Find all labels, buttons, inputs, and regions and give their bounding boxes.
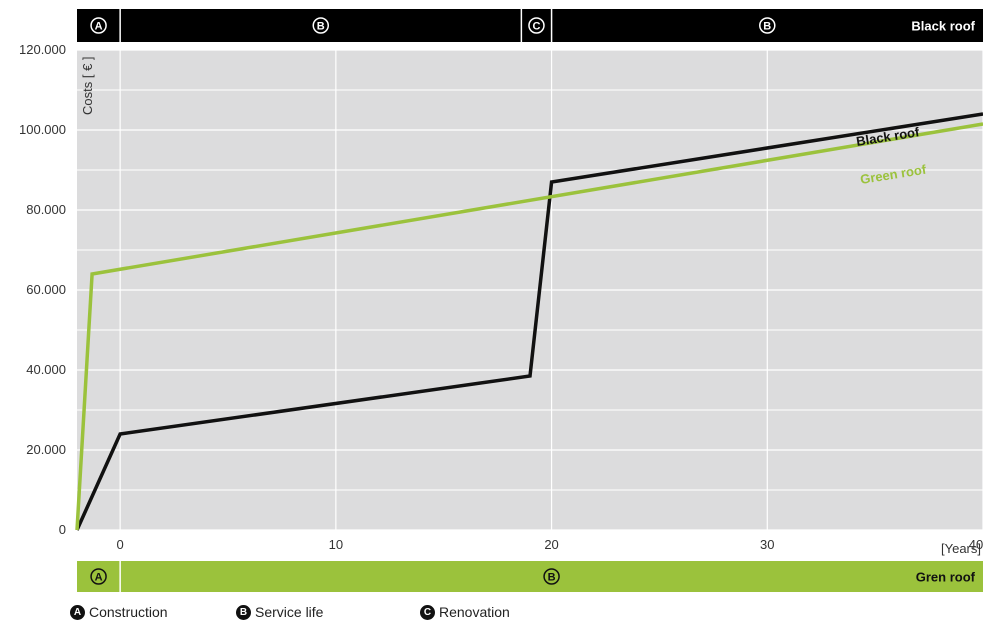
phase-badge: [312, 17, 330, 34]
legend: A Construction B Service life C Renovati…: [0, 604, 983, 628]
legend-label: Construction: [89, 604, 168, 620]
phase-letter: C: [532, 21, 540, 33]
x-tick-label: 0: [117, 537, 124, 552]
legend-label: Renovation: [439, 604, 510, 620]
legend-badge-a: A: [70, 604, 85, 620]
legend-badge-b: B: [236, 604, 251, 620]
phase-letter: A: [95, 21, 103, 33]
grid: [77, 49, 983, 531]
phase-letter: A: [95, 572, 103, 584]
series-line-green-roof: [75, 122, 983, 531]
legend-item-renovation: C Renovation: [420, 604, 510, 620]
phase-badge: [543, 568, 560, 585]
top-band: A B C B Black roof: [77, 9, 983, 42]
phase-badge: [90, 17, 107, 34]
phase-letter: B: [763, 21, 771, 33]
legend-badge-c: C: [420, 604, 435, 620]
y-tick-label: 80.000: [26, 202, 66, 217]
bottom-band: A B Gren roof: [77, 561, 983, 592]
band-background: [77, 561, 983, 592]
phase-letter: B: [548, 572, 556, 584]
series: [75, 112, 983, 531]
y-tick-label: 120.000: [19, 42, 66, 57]
phase-badge: [90, 568, 107, 585]
x-axis-label: [Years]: [941, 541, 981, 556]
x-tick-label: 10: [329, 537, 343, 552]
phase-badge: [759, 17, 776, 34]
x-tick-label: 30: [760, 537, 774, 552]
y-tick-label: 100.000: [19, 122, 66, 137]
y-axis-label: Costs [ € ]: [80, 56, 95, 115]
y-tick-label: 0: [59, 522, 66, 537]
phase-badge: [528, 17, 545, 34]
y-axis: 0 20.000 40.000 60.000 80.000 100.000 120.000: [19, 42, 66, 537]
band-label: Black roof: [911, 19, 975, 34]
legend-item-construction: A Construction: [70, 604, 168, 620]
x-tick-label: 40: [969, 537, 983, 552]
phase-letter: B: [317, 21, 325, 33]
y-tick-label: 60.000: [26, 282, 66, 297]
x-tick-label: 20: [544, 537, 558, 552]
legend-item-service-life: B Service life: [236, 604, 323, 620]
band-label: Gren roof: [916, 570, 976, 585]
y-tick-label: 20.000: [26, 442, 66, 457]
legend-label: Service life: [255, 604, 324, 620]
series-line-black-roof: [75, 112, 983, 531]
y-tick-label: 40.000: [26, 362, 66, 377]
x-axis: 0 10 20 30 40: [117, 537, 983, 552]
